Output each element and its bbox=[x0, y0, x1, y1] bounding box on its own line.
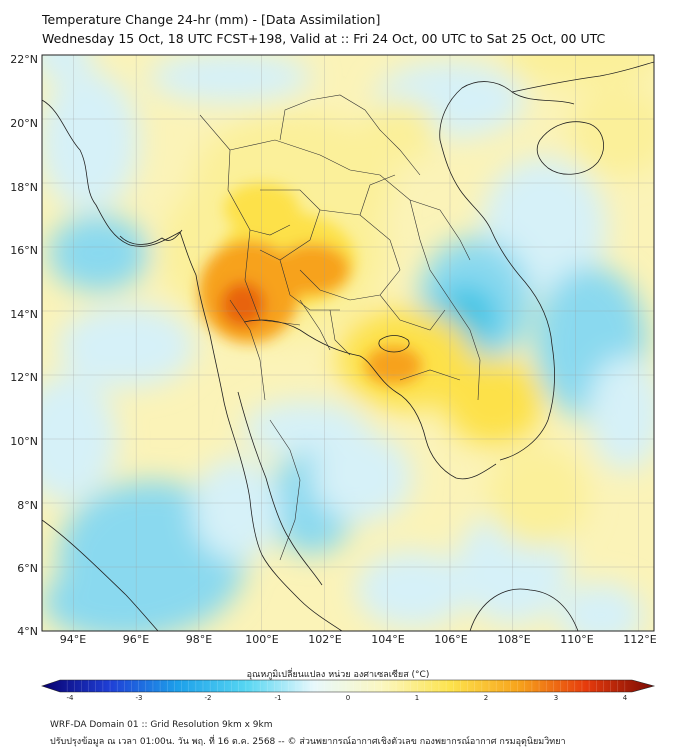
colorbar-title: อุณหภูมิเปลี่ยนแปลง หน่วย องศาเซลเซียส (… bbox=[246, 670, 430, 680]
colorbar-tick: 3 bbox=[554, 694, 558, 702]
colorbar-tick: 2 bbox=[484, 694, 488, 702]
lon-label: 106°E bbox=[434, 633, 467, 646]
coastline-sumatra bbox=[42, 519, 159, 631]
field-blob bbox=[487, 445, 589, 548]
lat-label: 18°N bbox=[10, 181, 38, 194]
graticule bbox=[42, 55, 654, 631]
colorbar-tick: -4 bbox=[67, 694, 75, 702]
colorbar: -4 -3 -2 -1 0 1 2 3 4 bbox=[41, 679, 656, 702]
lat-label: 8°N bbox=[17, 499, 38, 512]
colorbar-tick: -1 bbox=[275, 694, 282, 702]
colorbar-tick: 0 bbox=[346, 694, 350, 702]
footer-model-info: WRF-DA Domain 01 :: Grid Resolution 9km … bbox=[50, 720, 273, 730]
field-blob bbox=[355, 551, 469, 628]
lon-label: 98°E bbox=[186, 633, 212, 646]
field-blob bbox=[57, 304, 196, 388]
field-blob bbox=[42, 55, 93, 81]
lon-label: 104°E bbox=[371, 633, 404, 646]
temperature-field bbox=[42, 55, 654, 631]
coastline-gulf-thailand bbox=[243, 319, 497, 480]
field-blob bbox=[500, 55, 654, 87]
longitude-axis: 94°E 96°E 98°E 100°E 102°E 104°E 106°E 1… bbox=[60, 633, 657, 646]
coastline-hainan bbox=[536, 121, 604, 175]
lon-label: 102°E bbox=[308, 633, 341, 646]
lon-label: 110°E bbox=[560, 633, 593, 646]
provincial-borders bbox=[199, 94, 481, 561]
colorbar-tick: 1 bbox=[415, 694, 419, 702]
coastline-malay-east bbox=[237, 391, 323, 586]
field-core-blob bbox=[274, 243, 350, 295]
field-blob bbox=[443, 355, 545, 446]
lat-label: 22°N bbox=[10, 53, 38, 66]
field-blob bbox=[48, 215, 149, 292]
coastline-south-china bbox=[511, 61, 654, 93]
colorbar-outline bbox=[41, 679, 656, 693]
colorbar-gradient bbox=[42, 680, 654, 692]
lon-label: 94°E bbox=[60, 633, 86, 646]
field-blob bbox=[311, 432, 413, 523]
colorbar-tick: -3 bbox=[136, 694, 143, 702]
colorbar-tick: -2 bbox=[205, 694, 212, 702]
lat-label: 10°N bbox=[10, 435, 38, 448]
field-blob bbox=[569, 87, 654, 177]
field-blob bbox=[588, 355, 654, 471]
lat-label: 12°N bbox=[10, 371, 38, 384]
lat-label: 4°N bbox=[17, 625, 38, 638]
coastline-myanmar-west bbox=[42, 99, 343, 631]
lat-label: 20°N bbox=[10, 117, 38, 130]
coastlines bbox=[42, 61, 654, 631]
field-core-blob bbox=[220, 282, 265, 327]
lon-label: 112°E bbox=[623, 633, 656, 646]
coastline-irrawaddy-delta bbox=[119, 229, 183, 245]
coastline-vietnam bbox=[439, 81, 575, 461]
field-blob bbox=[148, 55, 312, 103]
coastline-borneo bbox=[469, 588, 579, 631]
lon-label: 108°E bbox=[497, 633, 530, 646]
field-blob bbox=[192, 458, 281, 561]
latitude-axis: 22°N 20°N 18°N 16°N 14°N 12°N 10°N 8°N 6… bbox=[10, 53, 38, 638]
field-blob bbox=[42, 71, 140, 212]
lon-label: 96°E bbox=[123, 633, 149, 646]
lat-label: 6°N bbox=[17, 562, 38, 575]
field-blob bbox=[42, 563, 206, 631]
lake-tonle-sap bbox=[378, 335, 410, 353]
footer-credit: ปรับปรุงข้อมูล ณ เวลา 01:00น. วัน พฤ. ที… bbox=[50, 737, 566, 747]
lon-label: 100°E bbox=[245, 633, 278, 646]
map-subtitle: Wednesday 15 Oct, 18 UTC FCST+198, Valid… bbox=[42, 31, 606, 46]
plot-frame bbox=[41, 54, 655, 632]
colorbar-tick: 4 bbox=[623, 694, 628, 702]
lat-label: 16°N bbox=[10, 244, 38, 257]
field-blob bbox=[362, 99, 438, 164]
lat-label: 14°N bbox=[10, 308, 38, 321]
field-blob bbox=[556, 583, 645, 631]
map-title: Temperature Change 24-hr (mm) - [Data As… bbox=[42, 12, 381, 27]
